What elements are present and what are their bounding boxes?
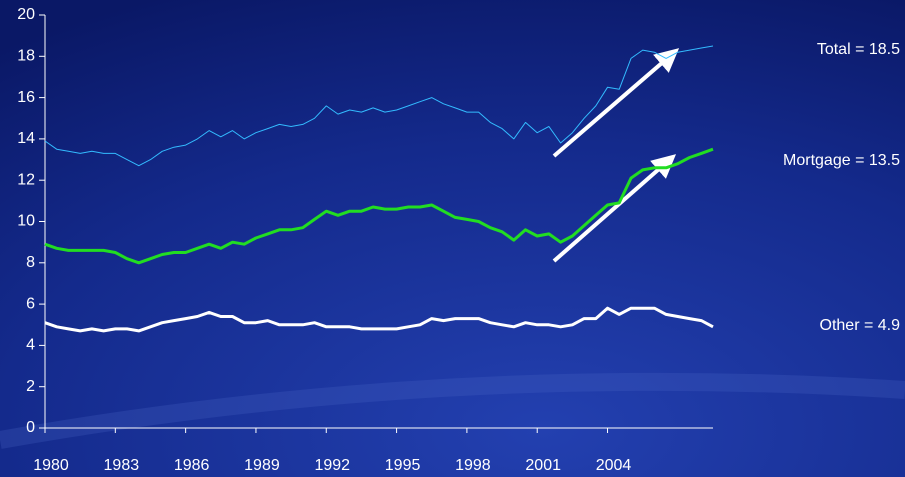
y-tick-label: 4 <box>26 337 35 354</box>
x-tick-label: 1989 <box>244 457 280 474</box>
series-label: Other = 4.9 <box>820 317 901 334</box>
x-tick-label: 1983 <box>104 457 140 474</box>
series-line <box>44 147 714 265</box>
arrow <box>552 154 677 263</box>
y-tick-label: 0 <box>26 419 35 436</box>
y-tick-label: 18 <box>17 48 35 65</box>
x-tick-label: 2001 <box>525 457 561 474</box>
series-label: Mortgage = 13.5 <box>783 152 900 169</box>
series-line <box>44 306 714 333</box>
arrow <box>552 48 680 158</box>
x-tick-label: 1986 <box>174 457 210 474</box>
y-tick-label: 6 <box>26 295 35 312</box>
x-tick-label: 2004 <box>596 457 632 474</box>
y-tick-label: 8 <box>26 254 35 271</box>
y-tick-label: 20 <box>17 6 35 23</box>
y-tick-label: 2 <box>26 378 35 395</box>
x-tick-label: 1992 <box>314 457 350 474</box>
series-line <box>44 45 714 167</box>
y-tick-label: 10 <box>17 213 35 230</box>
x-tick-label: 1995 <box>385 457 421 474</box>
y-tick-label: 16 <box>17 89 35 106</box>
x-tick-label: 1980 <box>33 457 69 474</box>
x-tick-label: 1998 <box>455 457 491 474</box>
series-label: Total = 18.5 <box>817 41 900 58</box>
y-tick-label: 12 <box>17 171 35 188</box>
swoosh <box>0 372 905 449</box>
y-tick-label: 14 <box>17 130 35 147</box>
